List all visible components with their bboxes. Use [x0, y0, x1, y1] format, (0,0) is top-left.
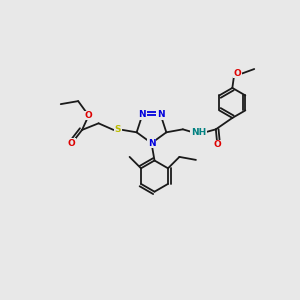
Text: O: O: [234, 69, 242, 78]
Text: N: N: [157, 110, 164, 119]
Text: NH: NH: [191, 128, 206, 137]
Text: O: O: [68, 139, 75, 148]
Text: N: N: [148, 139, 155, 148]
Text: O: O: [85, 111, 92, 120]
Text: O: O: [214, 140, 221, 149]
Text: N: N: [139, 110, 146, 119]
Text: S: S: [115, 125, 121, 134]
